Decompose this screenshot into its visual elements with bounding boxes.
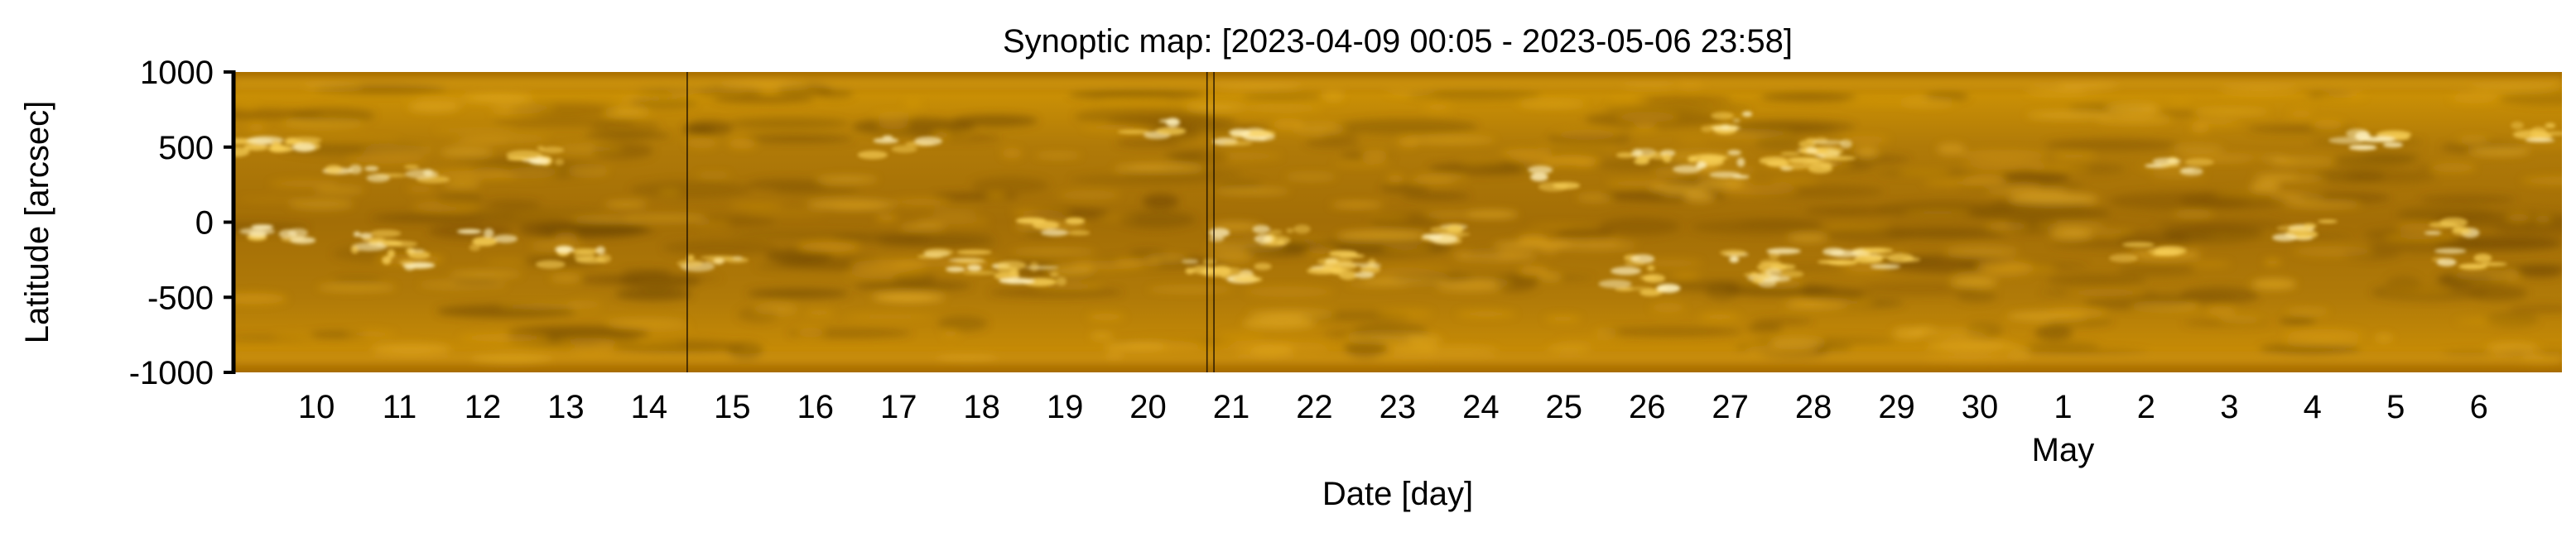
y-tick-label: 0 <box>195 205 214 242</box>
x-tick-label: 22 <box>1296 389 1333 425</box>
plot-area <box>234 72 2562 372</box>
x-ticks: 10 11 12 13 14 15 16 17 18 19 20 21 22 23 24 25 26 27 28 29… <box>298 389 2488 425</box>
x-tick-label: 25 <box>1546 389 1583 425</box>
x-tick-label: 17 <box>880 389 917 425</box>
x-tick-label: 30 <box>1962 389 1999 425</box>
x-tick-label: 18 <box>963 389 1000 425</box>
x-axis-label: Date [day] <box>1322 476 1473 512</box>
x-tick-label: 21 <box>1213 389 1250 425</box>
x-tick-label: 19 <box>1047 389 1084 425</box>
x-tick-label: 20 <box>1129 389 1167 425</box>
x-tick-label: 26 <box>1629 389 1666 425</box>
y-axis: 1000 500 0 -500 -1000 <box>129 55 236 391</box>
x-tick-label: 11 <box>383 389 417 425</box>
y-axis-label: Latitude [arcsec] <box>19 101 55 344</box>
heatmap-texture <box>234 79 2562 365</box>
data-gaps <box>686 72 1215 372</box>
y-ticks: 1000 500 0 -500 -1000 <box>129 55 234 391</box>
x-secondary-label-may: May <box>2032 432 2095 468</box>
x-tick-label: 28 <box>1795 389 1832 425</box>
x-tick-label: 10 <box>298 389 335 425</box>
y-tick-label: -1000 <box>129 355 214 391</box>
chart-title: Synoptic map: [2023-04-09 00:05 - 2023-0… <box>1003 23 1793 60</box>
x-tick-label: 29 <box>1878 389 1915 425</box>
x-tick-label: 5 <box>2386 389 2405 425</box>
x-tick-label: 1 <box>2054 389 2072 425</box>
x-tick-label: 4 <box>2304 389 2322 425</box>
x-tick-label: 12 <box>465 389 502 425</box>
x-tick-label: 24 <box>1462 389 1500 425</box>
x-tick-label: 6 <box>2470 389 2488 425</box>
y-tick-label: -500 <box>147 280 214 316</box>
x-tick-label: 3 <box>2220 389 2238 425</box>
x-tick-label: 2 <box>2137 389 2155 425</box>
x-tick-label: 13 <box>547 389 585 425</box>
y-tick-label: 1000 <box>140 55 214 91</box>
x-tick-label: 14 <box>631 389 668 425</box>
x-tick-label: 23 <box>1379 389 1417 425</box>
x-tick-label: 27 <box>1712 389 1749 425</box>
x-tick-label: 15 <box>714 389 751 425</box>
y-tick-label: 500 <box>158 130 214 166</box>
x-axis: 10 11 12 13 14 15 16 17 18 19 20 21 22 23 24 25 26 27 28 29… <box>298 389 2488 425</box>
x-tick-label: 16 <box>797 389 835 425</box>
